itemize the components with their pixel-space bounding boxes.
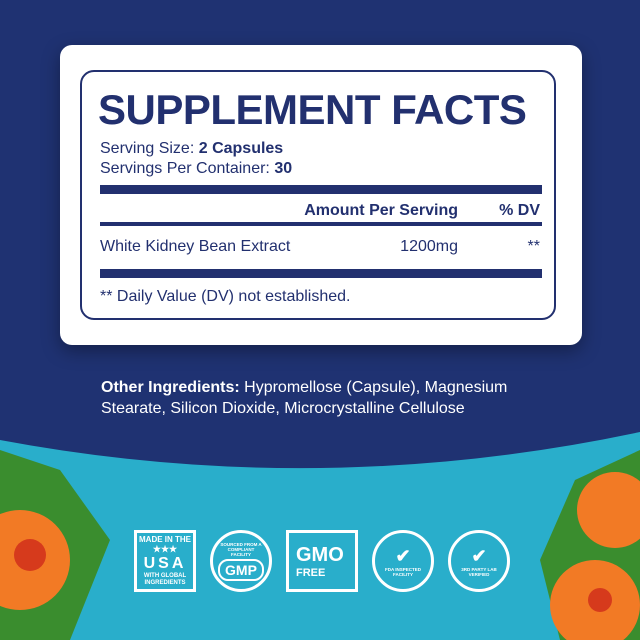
certification-badges: MADE IN THE ★★★ USA WITH GLOBAL INGREDIENT… [134,530,510,592]
made-in-usa-badge: MADE IN THE ★★★ USA WITH GLOBAL INGREDIENT… [134,530,196,592]
divider [100,269,542,278]
serving-size: Serving Size: 2 Capsules [100,140,284,157]
check-icon: ✔ [395,545,411,566]
third-party-badge: ✔ 3RD PARTY LAB VERIFIED [448,530,510,592]
gmp-badge: SOURCED FROM A COMPLIANT FACILITY GMP [210,530,272,592]
servings-per-container: Servings Per Container: 30 [100,160,293,177]
other-ingredients: Other Ingredients: Hypromellose (Capsule… [101,379,508,417]
divider [100,222,542,226]
supplement-facts-panel: SUPPLEMENT FACTS Serving Size: 2 Capsule… [80,70,556,320]
footnote: ** Daily Value (DV) not established. [100,288,351,305]
ingredient-name: White Kidney Bean Extract [100,238,291,255]
ingredient-amount: 1200mg [400,238,458,255]
gmo-free-badge: GMO FREE [286,530,358,592]
check-icon: ✔ [471,545,487,566]
ingredient-dv: ** [527,238,540,255]
amount-header: Amount Per Serving [304,202,458,219]
supplement-facts-card: SUPPLEMENT FACTS Serving Size: 2 Capsule… [60,45,582,345]
flower-right [577,472,640,548]
fda-badge: ✔ FDA INSPECTED FACILITY [372,530,434,592]
divider [100,185,542,194]
panel-title: SUPPLEMENT FACTS [98,86,527,133]
dv-header: % DV [499,202,540,219]
